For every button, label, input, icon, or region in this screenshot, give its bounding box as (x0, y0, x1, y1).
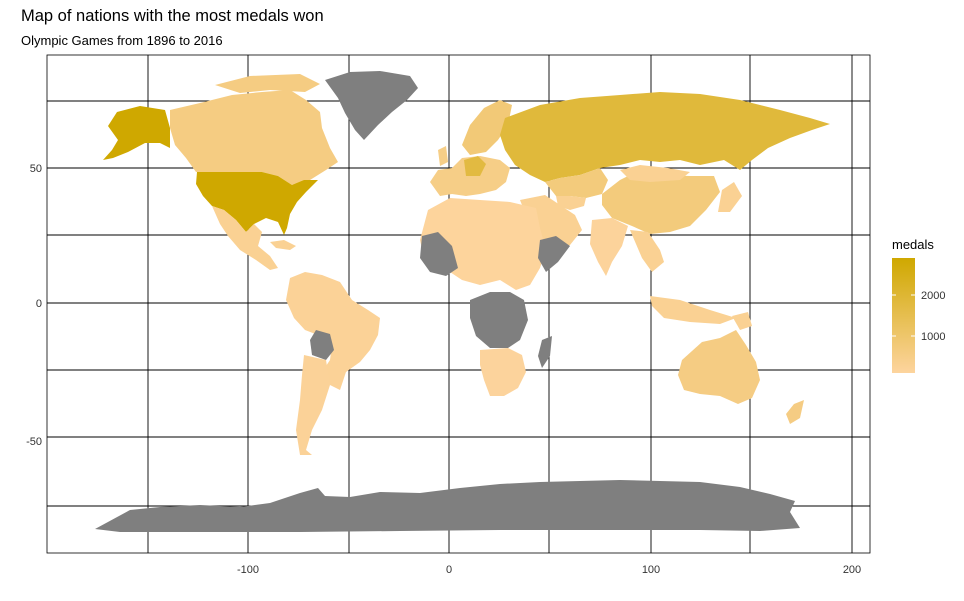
region-china (602, 170, 720, 234)
region-new-guinea (732, 312, 752, 330)
legend: medals 2000 1000 (892, 237, 945, 373)
y-tick-label: -50 (26, 436, 42, 448)
region-uk (438, 146, 448, 166)
region-australia (678, 330, 760, 404)
x-tick-label: 0 (446, 564, 452, 576)
region-west-africa (420, 232, 458, 276)
x-tick-label: 200 (843, 564, 861, 576)
region-usa (196, 172, 318, 235)
region-india (590, 218, 628, 276)
region-germany (464, 156, 486, 176)
region-brazil (286, 272, 380, 390)
chart-subtitle: Olympic Games from 1896 to 2016 (21, 33, 223, 48)
region-argentina (296, 355, 330, 455)
x-tick-label: -100 (237, 564, 259, 576)
region-caribbean (270, 240, 296, 250)
region-japan (718, 182, 742, 212)
region-mongolia (620, 165, 690, 182)
region-southeast-asia (630, 230, 664, 272)
region-scandinavia (462, 100, 512, 155)
legend-tick-label: 1000 (921, 331, 945, 343)
region-indonesia (650, 296, 736, 324)
region-central-africa (470, 292, 528, 348)
region-mexico (212, 206, 278, 270)
region-canada-islands (215, 74, 320, 93)
region-canada (170, 90, 338, 185)
region-southern-africa (480, 348, 526, 396)
x-tick-label: 100 (642, 564, 660, 576)
region-bolivia (310, 330, 334, 360)
region-russia (500, 92, 830, 182)
legend-tick-label: 2000 (921, 290, 945, 302)
chart-title: Map of nations with the most medals won (21, 7, 324, 25)
map-regions (95, 71, 830, 532)
region-antarctica (95, 480, 800, 532)
y-tick-label: 0 (36, 298, 42, 310)
region-alaska (103, 106, 170, 160)
legend-colorbar (892, 258, 915, 373)
region-new-zealand (786, 400, 804, 424)
region-kazakhstan (545, 168, 608, 198)
region-central-asia (556, 196, 586, 210)
region-greenland (325, 71, 418, 140)
y-tick-label: 50 (30, 163, 42, 175)
region-madagascar (538, 336, 552, 368)
x-axis: -100 0 100 200 (237, 564, 861, 576)
region-east-africa (538, 236, 570, 272)
y-axis: -50 0 50 (26, 163, 42, 448)
legend-title: medals (892, 237, 934, 252)
